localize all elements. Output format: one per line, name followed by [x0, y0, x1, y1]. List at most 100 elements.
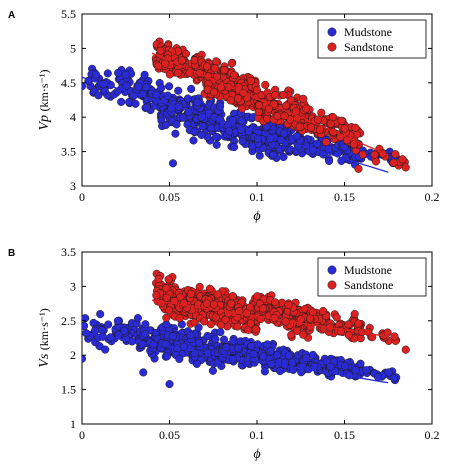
data-point — [354, 319, 363, 328]
data-point — [332, 313, 341, 322]
data-point — [308, 350, 317, 359]
data-point — [276, 367, 285, 376]
data-point — [261, 80, 270, 89]
data-point — [216, 328, 225, 337]
data-point — [254, 101, 264, 110]
data-point — [302, 353, 311, 363]
data-point — [230, 143, 239, 152]
data-point — [205, 284, 214, 293]
data-point — [140, 70, 149, 79]
legend-box — [317, 257, 427, 297]
data-point — [295, 122, 304, 131]
data-point — [209, 88, 219, 97]
data-point — [264, 104, 273, 113]
data-point — [187, 289, 196, 298]
data-point — [213, 290, 222, 299]
data-point — [324, 145, 333, 154]
data-point — [96, 310, 105, 319]
data-point — [356, 359, 365, 368]
data-point — [351, 123, 360, 132]
data-point — [168, 159, 178, 168]
data-point — [211, 335, 220, 344]
data-point — [258, 304, 268, 313]
data-point — [310, 362, 319, 371]
data-point — [340, 124, 349, 133]
data-point — [314, 115, 323, 124]
data-point — [313, 139, 322, 148]
legend-label-sandstone: Sandstone — [344, 40, 393, 54]
y-tick-label: 3.5 — [61, 245, 76, 259]
data-point — [246, 303, 255, 312]
data-point — [117, 97, 126, 106]
data-point — [162, 313, 171, 322]
x-tick-label: 0 — [79, 428, 85, 442]
data-point — [280, 111, 289, 120]
y-tick-label: 2.5 — [61, 314, 76, 328]
trend-line-mudstone — [82, 76, 389, 173]
x-tick-label: 0.2 — [425, 190, 440, 204]
y-tick-label: 3.5 — [61, 145, 76, 159]
data-point — [157, 83, 166, 92]
data-point — [175, 354, 184, 364]
trend-line-sandstone — [151, 299, 389, 338]
data-point — [94, 91, 103, 100]
data-point — [383, 328, 392, 337]
data-point — [246, 319, 255, 328]
y-tick-label: 1 — [70, 417, 76, 431]
data-point — [373, 372, 383, 381]
x-tick-label: 0.05 — [159, 428, 180, 442]
data-point — [263, 340, 272, 349]
data-point — [164, 275, 173, 284]
data-point — [113, 316, 122, 325]
data-point — [248, 142, 257, 151]
data-point — [401, 345, 410, 354]
data-point — [401, 163, 410, 172]
data-point — [242, 309, 251, 318]
data-point — [344, 320, 353, 329]
data-point — [296, 315, 305, 324]
data-point — [212, 140, 221, 149]
data-point — [249, 349, 258, 359]
data-point — [134, 82, 143, 91]
data-point — [341, 362, 350, 371]
data-point — [305, 314, 315, 323]
data-point — [172, 120, 181, 129]
data-point — [352, 130, 361, 139]
y-tick-label: 3 — [70, 179, 76, 193]
data-point — [389, 158, 398, 167]
data-point — [209, 300, 218, 309]
data-point — [279, 90, 288, 99]
data-point — [222, 343, 231, 352]
x-tick-label: 0.15 — [334, 190, 355, 204]
data-point — [299, 94, 308, 103]
data-point — [227, 299, 236, 308]
data-point — [165, 82, 174, 91]
x-tick-label: 0.1 — [250, 428, 265, 442]
data-point — [237, 116, 246, 125]
data-point — [371, 157, 381, 166]
data-point — [154, 274, 163, 283]
data-point — [165, 306, 174, 315]
data-point — [174, 68, 183, 77]
data-point — [271, 90, 280, 100]
data-point — [131, 99, 140, 108]
y-tick-label: 4.5 — [61, 76, 76, 90]
legend-marker-mudstone — [327, 265, 337, 275]
data-point — [368, 333, 377, 342]
data-point — [175, 314, 184, 323]
data-point — [326, 119, 335, 128]
data-point — [82, 82, 87, 91]
data-point — [195, 338, 204, 347]
data-point — [322, 138, 331, 147]
x-tick-label: 0 — [79, 190, 85, 204]
data-point — [161, 120, 170, 130]
data-point — [186, 331, 195, 340]
points-layer — [82, 37, 410, 173]
data-point — [273, 350, 282, 360]
data-point — [398, 155, 407, 164]
data-point — [253, 134, 262, 143]
y-tick-label: 3 — [70, 279, 76, 293]
data-point — [138, 339, 147, 348]
data-point — [152, 291, 161, 300]
